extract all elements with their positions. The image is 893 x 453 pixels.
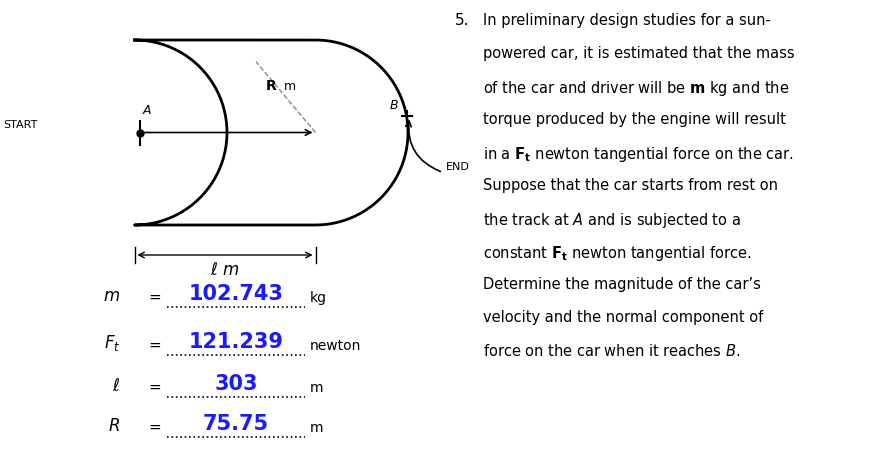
Text: powered car, it is estimated that the mass: powered car, it is estimated that the ma… bbox=[483, 46, 795, 61]
Text: velocity and the normal component of: velocity and the normal component of bbox=[483, 310, 764, 325]
Text: =: = bbox=[148, 338, 162, 353]
Text: torque produced by the engine will result: torque produced by the engine will resul… bbox=[483, 112, 786, 127]
Text: $R$: $R$ bbox=[108, 417, 120, 435]
Text: 75.75: 75.75 bbox=[203, 414, 269, 434]
Text: 5.: 5. bbox=[455, 13, 470, 28]
Text: Suppose that the car starts from rest on: Suppose that the car starts from rest on bbox=[483, 178, 778, 193]
Text: $\ell$: $\ell$ bbox=[112, 377, 120, 395]
Text: START: START bbox=[4, 120, 38, 130]
Text: m: m bbox=[310, 421, 323, 435]
Text: $F_t$: $F_t$ bbox=[104, 333, 120, 353]
Text: in a $\mathbf{F}_\mathbf{t}$ newton tangential force on the car.: in a $\mathbf{F}_\mathbf{t}$ newton tang… bbox=[483, 145, 794, 164]
Text: constant $\mathbf{F}_\mathbf{t}$ newton tangential force.: constant $\mathbf{F}_\mathbf{t}$ newton … bbox=[483, 244, 751, 263]
Text: $\mathbf{R}$: $\mathbf{R}$ bbox=[265, 79, 278, 93]
Text: m: m bbox=[310, 381, 323, 395]
Text: 303: 303 bbox=[214, 374, 258, 394]
Text: m: m bbox=[284, 80, 296, 93]
Text: B: B bbox=[390, 100, 398, 112]
Text: =: = bbox=[148, 420, 162, 435]
Text: END: END bbox=[446, 163, 470, 173]
Text: the track at $A$ and is subjected to a: the track at $A$ and is subjected to a bbox=[483, 211, 741, 230]
Text: force on the car when it reaches $B$.: force on the car when it reaches $B$. bbox=[483, 343, 740, 359]
Text: A: A bbox=[143, 103, 151, 116]
Text: In preliminary design studies for a sun-: In preliminary design studies for a sun- bbox=[483, 13, 771, 28]
Text: Determine the magnitude of the car’s: Determine the magnitude of the car’s bbox=[483, 277, 761, 292]
Text: newton: newton bbox=[310, 339, 362, 353]
Text: 121.239: 121.239 bbox=[188, 332, 283, 352]
Text: =: = bbox=[148, 290, 162, 305]
Text: $m$: $m$ bbox=[103, 287, 120, 305]
Text: =: = bbox=[148, 380, 162, 395]
Text: $\ell$ m: $\ell$ m bbox=[210, 261, 239, 279]
Text: kg: kg bbox=[310, 291, 327, 305]
Text: 102.743: 102.743 bbox=[188, 284, 283, 304]
Text: of the car and driver will be $\mathbf{m}$ kg and the: of the car and driver will be $\mathbf{m… bbox=[483, 79, 789, 98]
